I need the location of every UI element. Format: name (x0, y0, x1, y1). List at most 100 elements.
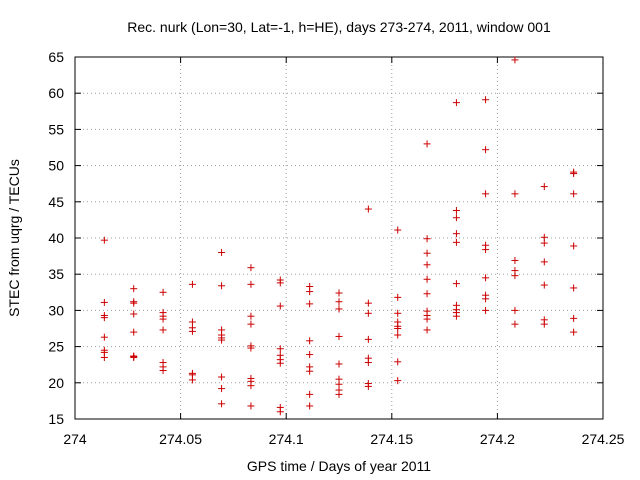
data-point (394, 293, 402, 301)
y-tick-label: 20 (48, 375, 64, 391)
data-point (482, 96, 490, 104)
data-point (511, 56, 519, 64)
data-point (423, 235, 431, 243)
data-point (452, 280, 460, 288)
data-point (511, 306, 519, 314)
data-point (130, 328, 138, 336)
data-point (306, 337, 314, 345)
data-point (100, 333, 108, 341)
data-point (540, 239, 548, 247)
data-point (247, 312, 255, 320)
data-point (218, 400, 226, 408)
data-point (570, 284, 578, 292)
data-point (423, 290, 431, 298)
data-point (452, 214, 460, 222)
data-point (570, 190, 578, 198)
data-point (335, 298, 343, 306)
chart-title: Rec. nurk (Lon=30, Lat=-1, h=HE), days 2… (127, 19, 551, 35)
data-point (452, 99, 460, 107)
data-point (306, 390, 314, 398)
x-tick-label: 274.2 (480, 431, 515, 447)
data-point (511, 320, 519, 328)
data-point (452, 312, 460, 320)
data-point (159, 288, 167, 296)
data-point (188, 280, 196, 288)
data-point (218, 282, 226, 290)
data-point (247, 344, 255, 352)
data-point (218, 248, 226, 256)
data-point (159, 326, 167, 334)
data-point (423, 249, 431, 257)
data-point (394, 377, 402, 385)
y-tick-label: 55 (48, 121, 64, 137)
data-point (335, 332, 343, 340)
y-tick-label: 45 (48, 194, 64, 210)
data-point (511, 256, 519, 264)
x-tick-label: 274.1 (269, 431, 304, 447)
data-point (423, 275, 431, 283)
data-point (540, 258, 548, 266)
data-point (100, 353, 108, 361)
data-point (276, 408, 284, 416)
data-point (394, 226, 402, 234)
data-point (247, 402, 255, 410)
data-point (335, 360, 343, 368)
data-point (364, 299, 372, 307)
data-point (452, 238, 460, 246)
data-point (394, 358, 402, 366)
x-tick-label: 274 (63, 431, 87, 447)
data-point (159, 366, 167, 374)
data-point (159, 315, 167, 323)
data-point (218, 373, 226, 381)
x-tick-label: 274.25 (582, 431, 625, 447)
y-tick-label: 30 (48, 302, 64, 318)
data-point (276, 345, 284, 353)
data-point (188, 327, 196, 335)
data-point (247, 320, 255, 328)
y-axis-label: STEC from uqrg / TECUs (6, 159, 22, 317)
data-point (276, 302, 284, 310)
data-point (306, 351, 314, 359)
data-point (130, 285, 138, 293)
data-point (482, 274, 490, 282)
y-tick-label: 40 (48, 230, 64, 246)
plot-frame (74, 56, 604, 420)
data-point (130, 299, 138, 307)
data-point (364, 335, 372, 343)
data-point (364, 309, 372, 317)
data-point (335, 289, 343, 297)
data-point (511, 190, 519, 198)
data-point (100, 314, 108, 322)
data-point (394, 309, 402, 317)
y-tick-label: 35 (48, 266, 64, 282)
data-point (247, 264, 255, 272)
y-tick-labels: 15 20 25 30 35 40 45 50 55 60 65 (48, 49, 64, 427)
data-point (188, 376, 196, 384)
data-point (423, 326, 431, 334)
data-point (306, 402, 314, 410)
data-point (482, 146, 490, 154)
data-point (306, 288, 314, 296)
data-point (540, 183, 548, 191)
data-point (364, 359, 372, 367)
x-tick-label: 274.05 (159, 431, 202, 447)
data-point (100, 298, 108, 306)
x-tick-labels: 274 274.05 274.1 274.15 274.2 274.25 (63, 431, 624, 447)
data-point (540, 320, 548, 328)
data-point (570, 328, 578, 336)
x-axis-label: GPS time / Days of year 2011 (247, 458, 431, 474)
data-point (570, 242, 578, 250)
data-point (570, 314, 578, 322)
data-point (130, 310, 138, 318)
data-point (452, 230, 460, 238)
data-point (540, 281, 548, 289)
data-point (482, 306, 490, 314)
y-tick-label: 60 (48, 85, 64, 101)
data-point (570, 170, 578, 178)
data-point (423, 140, 431, 148)
x-tick-label: 274.15 (370, 431, 413, 447)
y-tick-label: 15 (48, 411, 64, 427)
data-point (394, 331, 402, 339)
data-point (364, 382, 372, 390)
